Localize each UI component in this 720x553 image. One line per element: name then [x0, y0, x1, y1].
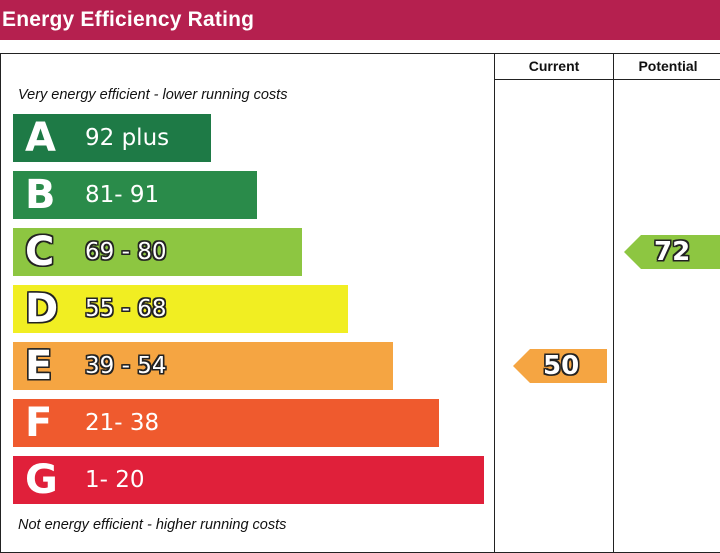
potential-rating-value: 72 — [654, 237, 691, 267]
band-range: 69 - 80 — [85, 239, 167, 265]
band-range: 55 - 68 — [85, 296, 167, 322]
potential-arrow-shape — [624, 235, 720, 269]
band-letter: D — [25, 286, 59, 332]
band-letter: E — [25, 343, 53, 389]
band-range: 39 - 54 — [85, 353, 167, 379]
band-letter: B — [25, 172, 56, 218]
band-letter: F — [25, 400, 53, 446]
band-letter: C — [25, 229, 55, 275]
current-rating-value: 50 — [543, 351, 580, 381]
page-title: Energy Efficiency Rating — [2, 8, 255, 31]
band-range: 92 plus — [85, 125, 170, 151]
band-range: 1- 20 — [85, 467, 145, 493]
potential-column-header: Potential — [638, 58, 698, 74]
band-d: D 55 - 68 — [13, 285, 348, 333]
bottom-note: Not energy efficient - higher running co… — [18, 517, 287, 533]
current-column-divider — [494, 53, 495, 553]
potential-column-divider — [613, 53, 614, 553]
band-letter: A — [25, 115, 56, 161]
band-b: B 81- 91 — [13, 171, 257, 219]
current-rating-marker: 50 — [513, 349, 607, 383]
band-g: G 1- 20 — [13, 456, 484, 504]
band-e: E 39 - 54 — [13, 342, 393, 390]
potential-rating-marker: 72 — [624, 235, 720, 269]
band-range: 21- 38 — [85, 410, 160, 436]
top-note: Very energy efficient - lower running co… — [18, 87, 288, 103]
header-row-divider — [494, 79, 720, 80]
band-range: 81- 91 — [85, 182, 160, 208]
band-a: A 92 plus — [13, 114, 211, 162]
current-column-header: Current — [528, 58, 580, 74]
band-letter: G — [25, 457, 58, 503]
title-bar: Energy Efficiency Rating — [0, 0, 720, 40]
band-c: C 69 - 80 — [13, 228, 302, 276]
current-arrow-shape — [513, 349, 607, 383]
band-f: F 21- 38 — [13, 399, 439, 447]
